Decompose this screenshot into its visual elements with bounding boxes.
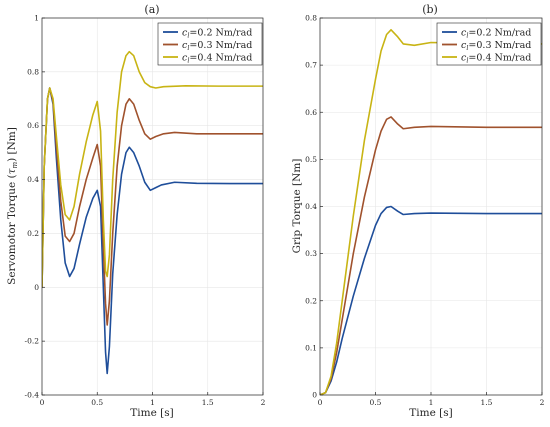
- panel-b-x-tick-label: 0.5: [370, 398, 382, 407]
- panel-a-series-line-3: [42, 50, 263, 289]
- panel-b-y-tick-label: 0.7: [305, 61, 317, 70]
- panel-a-x-tick-label: 0.5: [91, 398, 103, 407]
- panel-a-y-tick-label: 0.8: [27, 67, 39, 76]
- panel-a-legend-label-1: cl=0.2 Nm/rad: [182, 28, 252, 40]
- panel-b-y-axis-title: Grip Torque [Nm]: [291, 159, 303, 254]
- panel-b: (b) 0 0.5 1 1.5 2 0 0.1 0.2 0.3 0.4 0.5 0.6 0.7 0.8 T…: [291, 3, 545, 419]
- panel-a-x-tick-label: 0: [40, 398, 45, 407]
- panel-b-legend-label-1: cl=0.2 Nm/rad: [461, 28, 531, 40]
- panel-a-x-axis-title: Time [s]: [130, 407, 173, 419]
- panel-a-y-tick-label: -0.2: [25, 337, 40, 346]
- panel-a-series-line-1: [42, 87, 263, 375]
- panel-b-x-axis-title: Time [s]: [409, 407, 452, 419]
- panel-a-y-tick-label: -0.4: [25, 391, 40, 400]
- panel-a-x-tick-label: 1: [150, 398, 155, 407]
- panel-b-y-tick-label: 0.3: [305, 249, 317, 258]
- panel-a-x-tick-label: 2: [261, 398, 266, 407]
- panel-b-legend-label-2: cl=0.3 Nm/rad: [461, 40, 531, 52]
- panel-b-y-tick-label: 0.8: [305, 14, 317, 23]
- panel-b-series-line-2: [320, 116, 542, 395]
- panel-a: (a) 0 0.5 1 1.5 2 -0.4 -0.2 0 0.2 0.4 0.6 0.8 1 Time…: [6, 3, 266, 419]
- panel-a-title: (a): [144, 3, 159, 16]
- panel-b-y-tick-label: 0.2: [305, 296, 317, 305]
- panel-b-series-line-1: [320, 205, 542, 395]
- panel-b-x-tick-label: 2: [540, 398, 545, 407]
- panel-a-x-tick-label: 1.5: [202, 398, 214, 407]
- panel-b-y-tick-label: 0.6: [305, 108, 317, 117]
- panel-a-series-line-2: [42, 87, 263, 326]
- panel-b-x-tick-label: 0: [318, 398, 323, 407]
- panel-a-y-tick-label: 0.2: [27, 229, 39, 238]
- panel-a-y-tick-label: 0.4: [27, 175, 39, 184]
- panel-a-legend-label-3: cl=0.4 Nm/rad: [182, 53, 252, 65]
- panel-b-y-tick-label: 0.5: [305, 155, 317, 164]
- panel-b-legend-label-3: cl=0.4 Nm/rad: [461, 53, 531, 65]
- panel-a-legend-label-2: cl=0.3 Nm/rad: [182, 40, 252, 52]
- panel-b-x-tick-label: 1: [429, 398, 434, 407]
- panel-b-title: (b): [422, 3, 438, 16]
- panel-a-y-tick-label: 0.6: [27, 121, 39, 130]
- panel-b-series-line-3: [320, 28, 542, 395]
- panel-b-y-tick-label: 0.4: [305, 202, 317, 211]
- panel-b-y-tick-label: 0: [312, 391, 317, 400]
- panel-b-x-tick-label: 1.5: [481, 398, 493, 407]
- panel-b-y-tick-label: 0.1: [305, 343, 317, 352]
- panel-a-y-axis-title: Servomotor Torque (τm) [Nm]: [6, 127, 19, 285]
- panel-a-y-tick-label: 0: [34, 283, 39, 292]
- panel-a-y-tick-label: 1: [34, 14, 39, 23]
